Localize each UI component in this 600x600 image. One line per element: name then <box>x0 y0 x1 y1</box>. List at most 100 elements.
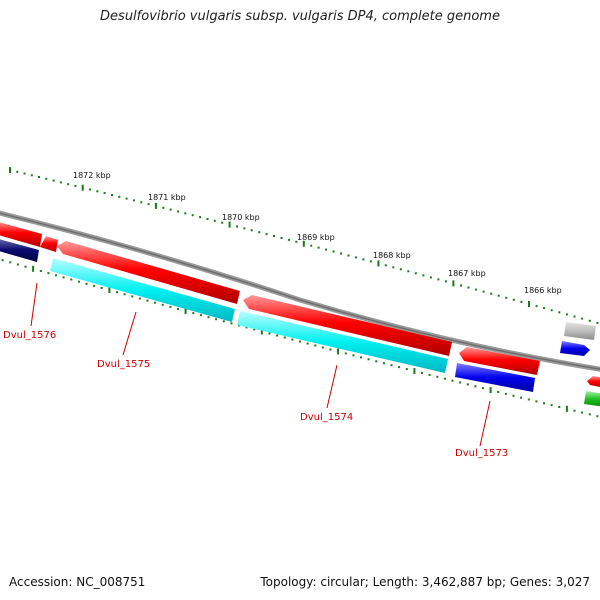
major-tick <box>302 240 305 247</box>
gene-bar-1574-reverse[interactable] <box>237 311 448 373</box>
minor-tick <box>443 377 446 380</box>
kbp-label-1866: 1866 kbp <box>524 286 562 295</box>
minor-tick <box>273 235 275 237</box>
gene-arrow-edge-right-red[interactable] <box>587 376 600 388</box>
minor-tick <box>253 328 256 331</box>
gene-bar-edge-right-gray[interactable] <box>564 322 596 340</box>
minor-tick <box>280 237 283 239</box>
gene-bar-edge-right-green[interactable] <box>584 391 600 407</box>
minor-tick <box>369 260 372 263</box>
minor-tick <box>74 184 77 187</box>
major-tick <box>260 328 263 335</box>
gene-arrow-partial-left[interactable] <box>0 221 42 247</box>
minor-tick <box>314 344 317 347</box>
gene-arrow-small-red[interactable] <box>40 236 58 252</box>
gene-arrow-edge-right-blue[interactable] <box>560 341 590 356</box>
minor-tick <box>67 183 70 186</box>
minor-tick <box>367 358 370 361</box>
minor-tick <box>588 413 591 416</box>
minor-tick <box>535 305 538 308</box>
minor-tick <box>89 188 91 191</box>
minor-tick <box>283 336 286 339</box>
minor-tick <box>96 190 99 193</box>
gene-bar-navy[interactable] <box>0 238 39 262</box>
minor-tick <box>161 303 164 306</box>
minor-tick <box>558 406 561 408</box>
reverse-strand-genes <box>0 238 600 407</box>
gene-bar-1573-reverse[interactable] <box>455 363 535 392</box>
minor-tick <box>299 340 301 343</box>
minor-tick <box>451 379 454 382</box>
minor-tick <box>543 307 546 310</box>
minor-tick <box>131 295 134 298</box>
gene-label-dvul-1573[interactable]: Dvul_1573 <box>455 448 508 459</box>
minor-tick <box>177 210 179 213</box>
major-tick <box>413 368 416 374</box>
minor-tick <box>258 231 261 234</box>
major-tick <box>32 265 35 272</box>
minor-tick <box>321 346 324 349</box>
minor-tick <box>573 315 576 318</box>
minor-tick <box>24 265 27 268</box>
minor-tick <box>265 233 268 236</box>
map-title: Desulfovibrio vulgaris subsp. vulgaris D… <box>100 9 500 24</box>
minor-tick <box>146 299 149 302</box>
minor-tick <box>444 280 447 283</box>
minor-tick <box>399 268 402 271</box>
gene-label-dvul-1576[interactable]: Dvul_1576 <box>3 330 56 341</box>
minor-tick <box>70 278 73 281</box>
minor-tick <box>222 320 225 323</box>
major-tick <box>452 280 455 287</box>
minor-tick <box>421 371 423 374</box>
minor-tick <box>191 214 194 217</box>
minor-tick <box>535 400 538 403</box>
minor-tick <box>77 280 80 283</box>
minor-tick <box>103 192 106 195</box>
minor-tick <box>340 252 342 255</box>
minor-tick <box>243 227 246 230</box>
minor-tick <box>1 259 4 262</box>
minor-tick <box>236 225 238 228</box>
minor-tick <box>467 286 470 289</box>
major-tick <box>228 221 231 228</box>
minor-tick <box>436 375 439 378</box>
minor-tick <box>215 318 218 321</box>
genome-backbone <box>0 210 600 372</box>
minor-tick <box>52 179 55 182</box>
minor-tick <box>429 276 432 279</box>
minor-tick <box>392 266 395 269</box>
gene-arrow-1573-forward[interactable] <box>459 347 540 375</box>
minor-tick <box>558 311 561 314</box>
minor-tick <box>352 354 355 357</box>
gene-bar-1575-reverse[interactable] <box>50 258 235 322</box>
minor-tick <box>306 342 309 345</box>
minor-tick <box>325 248 328 251</box>
gene-arrow-1574-forward[interactable] <box>243 295 452 356</box>
minor-tick <box>287 238 290 241</box>
minor-tick <box>344 352 347 355</box>
minor-tick <box>169 305 172 308</box>
minor-tick <box>475 288 478 291</box>
gene-label-dvul-1574[interactable]: Dvul_1574 <box>300 412 353 423</box>
gene-arrow-1575-forward[interactable] <box>57 241 240 304</box>
minor-tick <box>407 270 410 273</box>
minor-tick <box>116 291 118 294</box>
minor-tick <box>550 404 553 407</box>
minor-tick <box>118 195 121 198</box>
minor-tick <box>310 244 313 247</box>
minor-tick <box>422 274 425 277</box>
minor-tick <box>512 394 515 397</box>
minor-tick <box>268 332 271 335</box>
minor-tick <box>317 246 320 249</box>
minor-tick <box>138 297 141 300</box>
minor-tick <box>30 174 33 177</box>
gene-label-dvul-1575[interactable]: Dvul_1575 <box>97 359 150 370</box>
minor-tick <box>588 319 591 322</box>
minor-tick <box>45 177 48 180</box>
minor-tick <box>490 292 493 295</box>
minor-tick <box>192 312 195 315</box>
minor-tick <box>520 300 523 303</box>
major-tick <box>377 260 380 267</box>
minor-tick <box>230 322 233 325</box>
